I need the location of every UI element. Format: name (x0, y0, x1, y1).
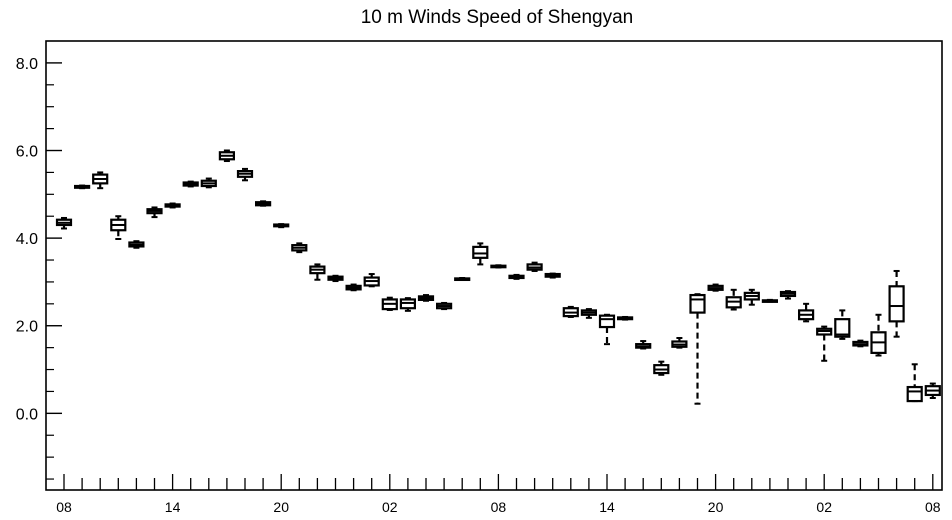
iqr-box (598, 314, 616, 329)
box-8 (200, 177, 217, 189)
box-25 (508, 273, 525, 280)
y-tick-label: 4.0 (16, 231, 38, 248)
y-tick-label: 6.0 (16, 144, 38, 161)
box-17 (363, 273, 380, 288)
x-tick-label: 08 (56, 499, 72, 515)
box-48 (924, 382, 941, 400)
iqr-box (834, 318, 851, 338)
x-tick-label: 08 (925, 499, 941, 515)
x-tick-label: 02 (816, 499, 832, 515)
y-tick-label: 2.0 (16, 319, 38, 336)
box-30 (598, 313, 616, 346)
box-16 (345, 283, 362, 292)
x-tick-label: 14 (599, 499, 615, 515)
box-45 (870, 313, 887, 357)
box-37 (725, 288, 742, 311)
box-34 (671, 336, 688, 349)
box-18 (381, 296, 398, 311)
box-46 (888, 269, 905, 338)
box-35 (689, 293, 706, 405)
box-41 (797, 302, 815, 323)
x-axis: 08 14 20 02 08 14 20 02 08 (56, 474, 941, 515)
y-axis: 8.0 6.0 4.0 2.0 0.0 (16, 56, 62, 480)
box-39 (761, 298, 779, 303)
box-0 (55, 216, 73, 230)
box-20 (417, 294, 435, 302)
box-22 (454, 276, 471, 282)
box-2 (92, 171, 109, 190)
box-12 (273, 223, 290, 229)
iqr-box (472, 245, 489, 259)
box-6 (164, 202, 181, 209)
box-15 (327, 274, 344, 283)
x-tick-label: 20 (708, 499, 724, 515)
box-43 (834, 309, 851, 340)
x-tick-label: 14 (165, 499, 181, 515)
box-series (55, 149, 941, 405)
box-7 (182, 180, 199, 188)
box-28 (562, 305, 579, 318)
box-47 (906, 363, 923, 403)
box-11 (255, 200, 272, 207)
chart-title: 10 m Winds Speed of Shengyan (361, 7, 634, 28)
box-24 (490, 264, 507, 269)
x-tick-label: 02 (382, 499, 398, 515)
box-21 (436, 301, 453, 311)
box-26 (526, 261, 543, 272)
box-4 (128, 240, 145, 249)
iqr-box (906, 385, 923, 403)
box-5 (146, 206, 163, 219)
y-tick-label: 8.0 (16, 56, 38, 73)
x-tick-label: 08 (491, 499, 507, 515)
box-42 (816, 325, 833, 362)
box-38 (743, 288, 760, 306)
box-29 (580, 308, 598, 319)
plot-frame (45, 40, 943, 491)
box-36 (707, 283, 724, 292)
box-33 (653, 360, 670, 376)
box-44 (852, 339, 869, 348)
iqr-box (689, 293, 706, 314)
box-1 (73, 184, 91, 190)
box-9 (218, 149, 235, 163)
box-27 (544, 272, 561, 279)
iqr-box (888, 285, 905, 323)
box-3 (110, 215, 127, 240)
box-23 (472, 242, 489, 266)
box-40 (779, 290, 797, 300)
x-tick-label: 20 (273, 499, 289, 515)
box-32 (635, 340, 652, 350)
box-14 (309, 263, 326, 281)
box-19 (399, 297, 416, 312)
box-31 (616, 315, 634, 321)
y-tick-label: 0.0 (16, 406, 38, 423)
box-13 (291, 242, 308, 254)
box-10 (236, 167, 254, 182)
